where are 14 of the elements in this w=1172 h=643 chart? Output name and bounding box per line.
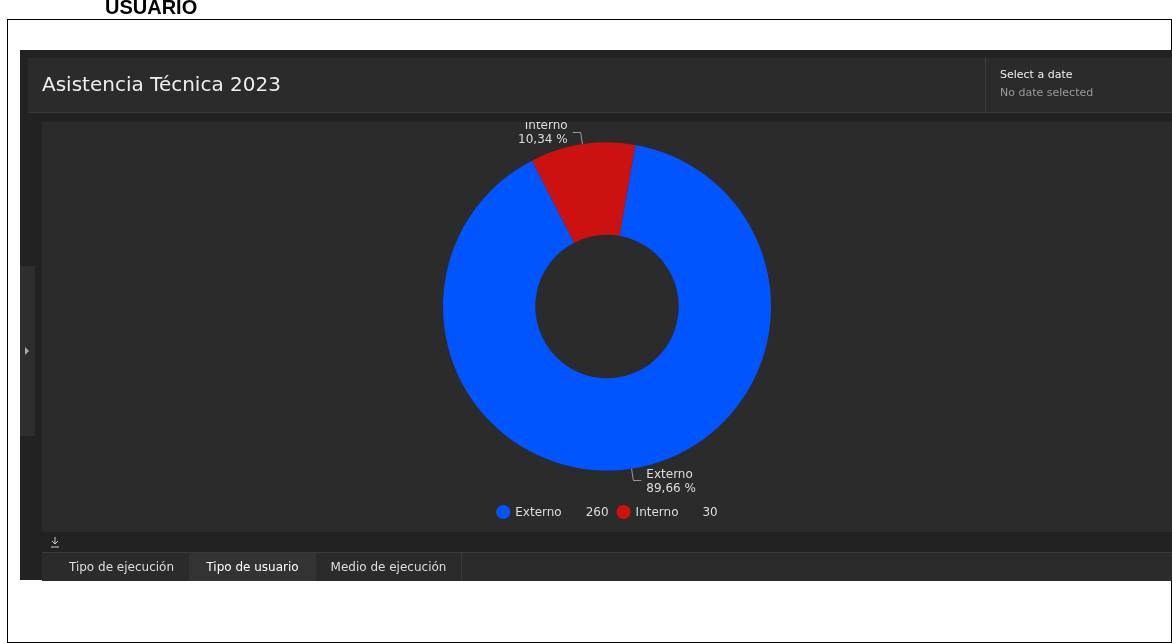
text: Medio de ejecución — [316, 553, 462, 581]
text: USUARIO — [105, 0, 198, 18]
text: Select a date — [1000, 68, 1073, 81]
text: Asistencia Técnica 2023 — [42, 72, 281, 96]
text: 30 — [702, 505, 718, 519]
text: No date selected — [1000, 86, 1094, 99]
legend-label: Externo — [515, 505, 562, 519]
data-label: 89,66 % — [646, 480, 696, 495]
text: Tipo de usuario — [189, 553, 317, 581]
text: 260 — [585, 505, 609, 519]
text: Tipo de ejecución — [54, 553, 190, 581]
slice-label: Externo — [646, 466, 693, 481]
data-label: 10,34 % — [518, 132, 568, 147]
legend-label: Interno — [635, 505, 679, 519]
